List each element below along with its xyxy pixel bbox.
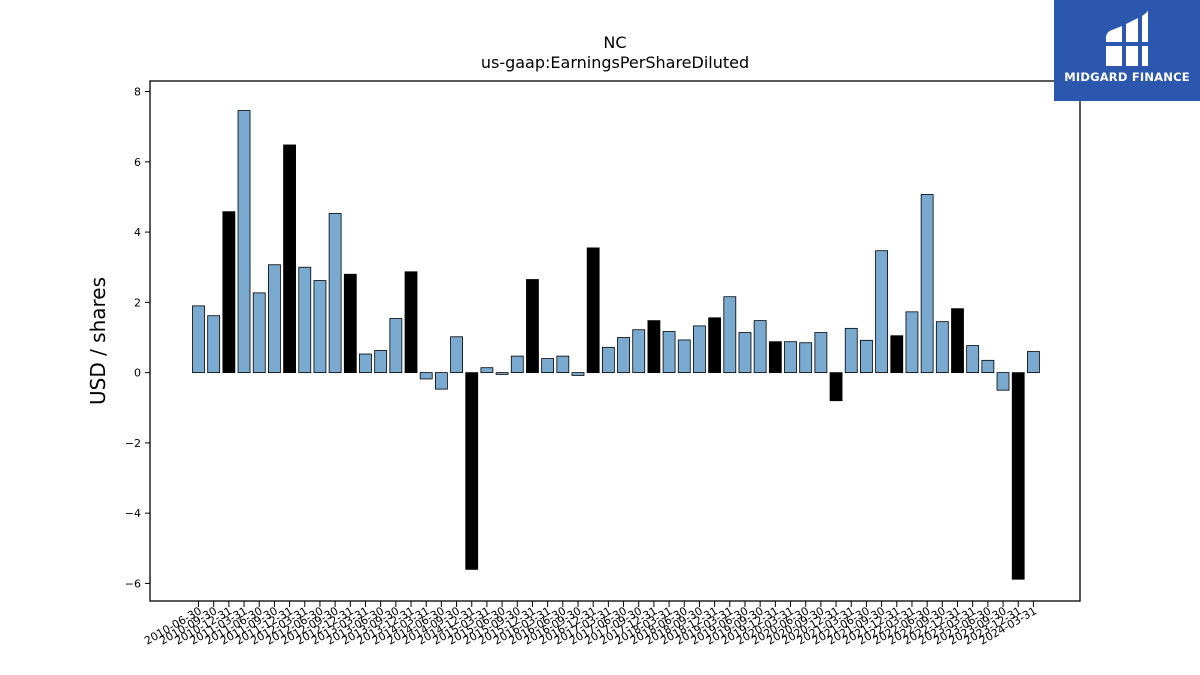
bar-2011-12-31 — [283, 144, 296, 374]
bar-2013-03-31 — [359, 353, 372, 374]
bar-2014-09-30 — [450, 336, 463, 374]
chart-subtitle: us-gaap:EarningsPerShareDiluted — [481, 53, 749, 72]
bar-2011-09-30 — [267, 264, 281, 374]
y-tick-label: 2 — [134, 296, 141, 309]
bar-2018-06-30 — [677, 339, 691, 374]
bar-2014-03-31 — [419, 372, 433, 380]
y-tick-label: 4 — [134, 226, 141, 239]
bars — [192, 110, 1040, 580]
bar-2020-09-30 — [814, 332, 828, 374]
bar-2022-03-31 — [905, 311, 919, 374]
bar-2023-09-30 — [996, 372, 1010, 391]
bar-2021-09-30 — [875, 250, 888, 374]
bar-2023-12-31 — [1011, 372, 1025, 580]
bar-2013-09-30 — [389, 318, 403, 374]
bar-2016-12-31 — [586, 247, 600, 374]
bar-2020-06-30 — [799, 342, 813, 374]
bar-2017-09-30 — [632, 329, 646, 374]
bar-2015-12-31 — [526, 279, 539, 374]
bar-2010-06-30 — [192, 305, 205, 374]
y-tick-label: 6 — [134, 156, 141, 169]
bar-2021-03-31 — [844, 327, 858, 374]
bar-2014-12-31 — [465, 372, 479, 570]
midgard-logo-icon — [1102, 10, 1152, 66]
bar-2019-03-31 — [723, 296, 737, 374]
logo-text: MIDGARD FINANCE — [1064, 70, 1190, 84]
bar-2023-03-31 — [966, 345, 980, 374]
bar-2017-03-31 — [601, 346, 615, 374]
bar-2019-09-30 — [753, 320, 767, 374]
y-tick-label: 8 — [134, 86, 141, 99]
bar-2015-06-30 — [495, 372, 509, 375]
bar-2021-12-31 — [890, 335, 904, 374]
bar-2013-12-31 — [404, 271, 418, 374]
chart-title: NC — [603, 33, 626, 52]
bar-2011-06-30 — [252, 292, 266, 374]
bar-2020-12-31 — [829, 372, 843, 402]
bar-2019-06-30 — [738, 332, 752, 374]
y-tick-label: −4 — [125, 507, 141, 520]
y-tick-label: −6 — [125, 577, 141, 590]
x-axis: 2010-06-302010-09-302010-12-312011-03-31… — [142, 601, 1039, 648]
bar-2018-12-31 — [708, 317, 722, 374]
bar-2011-03-31 — [237, 110, 251, 374]
bar-2018-09-30 — [693, 325, 706, 374]
bar-2010-12-31 — [222, 211, 236, 374]
bar-2021-06-30 — [860, 339, 873, 374]
bar-2020-03-31 — [784, 341, 797, 374]
bar-2012-12-31 — [343, 273, 357, 374]
bar-2017-06-30 — [617, 337, 630, 374]
bar-2019-12-31 — [768, 341, 782, 374]
bar-2017-12-31 — [647, 320, 661, 374]
bar-2014-06-30 — [434, 372, 448, 390]
plot-frame — [149, 80, 1081, 602]
y-tick-label: −2 — [125, 437, 141, 450]
bar-2022-09-30 — [935, 321, 949, 374]
bar-2012-03-31 — [298, 266, 312, 374]
bar-2022-12-31 — [951, 308, 964, 374]
bar-2013-06-30 — [374, 350, 388, 374]
bar-2015-03-31 — [480, 367, 494, 374]
bar-2012-06-30 — [313, 280, 327, 374]
y-axis: −6 −4 −2 0 2 4 6 8 — [125, 86, 150, 590]
bar-2023-06-30 — [981, 359, 995, 374]
bar-2022-06-30 — [920, 194, 934, 374]
bar-2016-09-30 — [571, 372, 585, 376]
bar-2016-03-31 — [541, 358, 555, 374]
bar-2016-06-30 — [556, 355, 570, 374]
bar-2015-09-30 — [510, 355, 524, 374]
midgard-finance-logo: MIDGARD FINANCE — [1054, 0, 1200, 101]
bar-2012-09-30 — [328, 213, 342, 374]
bar-2018-03-31 — [662, 331, 676, 374]
bar-2024-03-31 — [1027, 351, 1040, 374]
y-axis-label: USD / shares — [86, 277, 110, 405]
y-tick-label: 0 — [134, 367, 141, 380]
bar-2010-09-30 — [207, 315, 221, 374]
